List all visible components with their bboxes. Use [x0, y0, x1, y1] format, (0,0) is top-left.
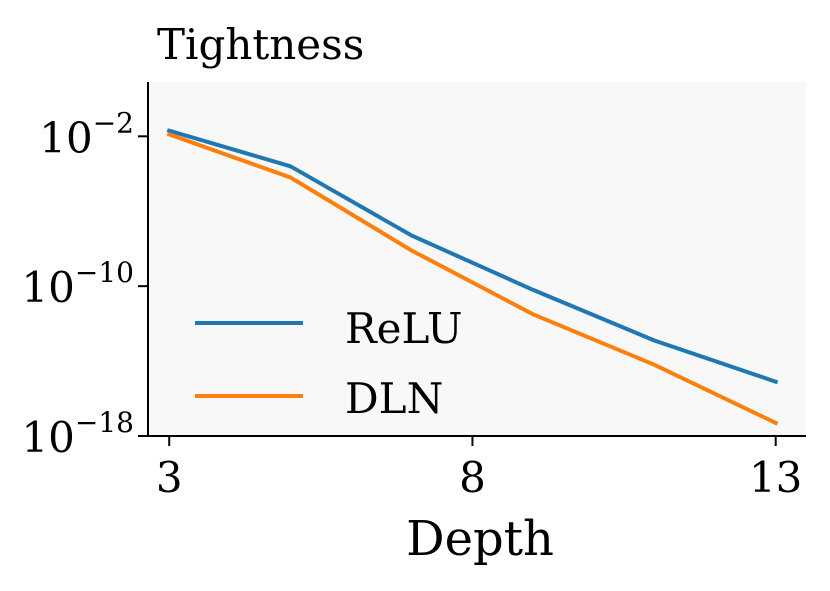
x-ticks: 3 8 13: [156, 436, 802, 502]
y-tick-label: 10−10: [21, 256, 134, 312]
y-tick-label: 10−2: [39, 106, 134, 162]
x-tick-label: 3: [156, 453, 183, 502]
plot-marks: [166, 128, 779, 426]
x-tick-label: 13: [749, 453, 802, 502]
legend: ReLU DLN: [195, 304, 462, 423]
legend-label-relu: ReLU: [345, 304, 462, 353]
x-axis-label: Depth: [406, 511, 554, 567]
plot-background: [148, 82, 806, 436]
legend-label-dln: DLN: [345, 374, 443, 423]
y-ticks: 10−2 10−10 10−18: [21, 106, 148, 462]
series-line-relu: [166, 128, 779, 385]
series-line-dln: [166, 131, 779, 426]
x-tick-label: 8: [459, 453, 486, 502]
chart-title: Tightness: [157, 20, 364, 69]
y-tick-label: 10−18: [21, 406, 134, 462]
